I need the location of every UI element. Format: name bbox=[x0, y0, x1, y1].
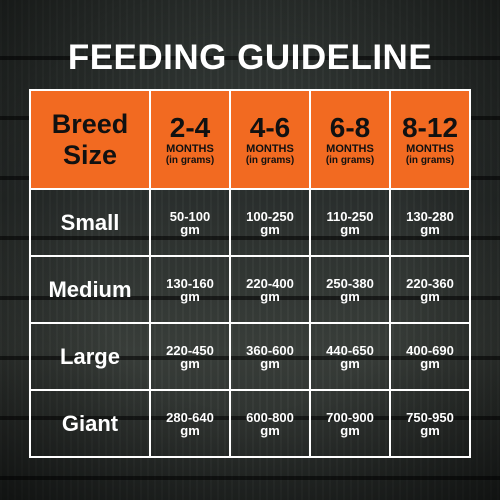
amount: 110-250 bbox=[326, 208, 374, 224]
page-title: FEEDING GUIDELINE bbox=[67, 38, 433, 77]
amount-unit: gm bbox=[420, 288, 440, 304]
amount: 100-250 bbox=[246, 208, 294, 224]
age-subunit: (in grams) bbox=[405, 155, 455, 166]
table-cell: 220-450 gm bbox=[149, 322, 231, 391]
breed-size-header-line-1: Breed bbox=[51, 108, 129, 139]
table-cell: 50-100 gm bbox=[149, 188, 231, 257]
age-unit: MONTHS bbox=[166, 143, 214, 155]
age-range: 8-12 bbox=[401, 112, 459, 143]
amount: 220-400 bbox=[246, 275, 294, 291]
breed-size-header-line-2: Size bbox=[62, 139, 118, 170]
table-cell: 440-650 gm bbox=[309, 322, 391, 391]
breed-size-label: Large bbox=[29, 322, 151, 391]
table-cell: 100-250 gm bbox=[229, 188, 311, 257]
table-cell: 130-280 gm bbox=[389, 188, 471, 257]
breed-size-label: Giant bbox=[29, 389, 151, 458]
amount: 220-360 bbox=[406, 275, 454, 291]
amount-unit: gm bbox=[260, 221, 280, 237]
table-cell: 250-380 gm bbox=[309, 255, 391, 324]
table-cell: 110-250 gm bbox=[309, 188, 391, 257]
amount: 50-100 bbox=[169, 208, 211, 224]
amount-unit: gm bbox=[340, 355, 360, 371]
amount: 600-800 bbox=[246, 409, 294, 425]
amount-unit: gm bbox=[340, 422, 360, 438]
age-subunit: (in grams) bbox=[165, 155, 215, 166]
amount-unit: gm bbox=[180, 221, 200, 237]
amount: 280-640 bbox=[166, 409, 214, 425]
table-row: Small 50-100 gm 100-250 gm 110-250 gm 130-2… bbox=[29, 188, 471, 257]
breed-size-label: Small bbox=[29, 188, 151, 257]
amount: 130-160 bbox=[166, 275, 214, 291]
amount: 250-380 bbox=[326, 275, 374, 291]
age-unit: MONTHS bbox=[246, 143, 294, 155]
amount-unit: gm bbox=[340, 221, 360, 237]
amount-unit: gm bbox=[420, 221, 440, 237]
age-unit: MONTHS bbox=[406, 143, 454, 155]
age-range: 2-4 bbox=[169, 112, 211, 143]
age-column-header: 4-6 MONTHS (in grams) bbox=[229, 89, 311, 190]
amount-unit: gm bbox=[180, 288, 200, 304]
header-row: Breed Size 2-4 MONTHS (in grams) 4-6 MON… bbox=[29, 89, 471, 190]
amount: 400-690 bbox=[406, 342, 454, 358]
table-cell: 700-900 gm bbox=[309, 389, 391, 458]
feeding-table: Breed Size 2-4 MONTHS (in grams) 4-6 MON… bbox=[29, 89, 471, 458]
age-subunit: (in grams) bbox=[325, 155, 375, 166]
age-unit: MONTHS bbox=[326, 143, 374, 155]
amount: 130-280 bbox=[406, 208, 454, 224]
amount: 220-450 bbox=[166, 342, 214, 358]
amount-unit: gm bbox=[180, 422, 200, 438]
amount-unit: gm bbox=[340, 288, 360, 304]
amount: 440-650 bbox=[326, 342, 374, 358]
table-cell: 220-400 gm bbox=[229, 255, 311, 324]
breed-size-header: Breed Size bbox=[29, 89, 151, 190]
breed-size-label: Medium bbox=[29, 255, 151, 324]
amount: 750-950 bbox=[406, 409, 454, 425]
table-row: Large 220-450 gm 360-600 gm 440-650 gm 400-… bbox=[29, 322, 471, 391]
age-column-header: 8-12 MONTHS (in grams) bbox=[389, 89, 471, 190]
table-row: Medium 130-160 gm 220-400 gm 250-380 gm 220… bbox=[29, 255, 471, 324]
amount: 700-900 bbox=[326, 409, 374, 425]
table-cell: 360-600 gm bbox=[229, 322, 311, 391]
table-row: Giant 280-640 gm 600-800 gm 700-900 gm 750-… bbox=[29, 389, 471, 458]
age-subunit: (in grams) bbox=[245, 155, 295, 166]
amount-unit: gm bbox=[420, 355, 440, 371]
amount: 360-600 bbox=[246, 342, 294, 358]
amount-unit: gm bbox=[180, 355, 200, 371]
amount-unit: gm bbox=[260, 288, 280, 304]
table-cell: 400-690 gm bbox=[389, 322, 471, 391]
amount-unit: gm bbox=[420, 422, 440, 438]
amount-unit: gm bbox=[260, 355, 280, 371]
age-range: 4-6 bbox=[249, 112, 291, 143]
amount-unit: gm bbox=[260, 422, 280, 438]
age-column-header: 2-4 MONTHS (in grams) bbox=[149, 89, 231, 190]
age-column-header: 6-8 MONTHS (in grams) bbox=[309, 89, 391, 190]
table-cell: 750-950 gm bbox=[389, 389, 471, 458]
table-cell: 600-800 gm bbox=[229, 389, 311, 458]
table-cell: 280-640 gm bbox=[149, 389, 231, 458]
table-cell: 220-360 gm bbox=[389, 255, 471, 324]
age-range: 6-8 bbox=[329, 112, 371, 143]
table-cell: 130-160 gm bbox=[149, 255, 231, 324]
